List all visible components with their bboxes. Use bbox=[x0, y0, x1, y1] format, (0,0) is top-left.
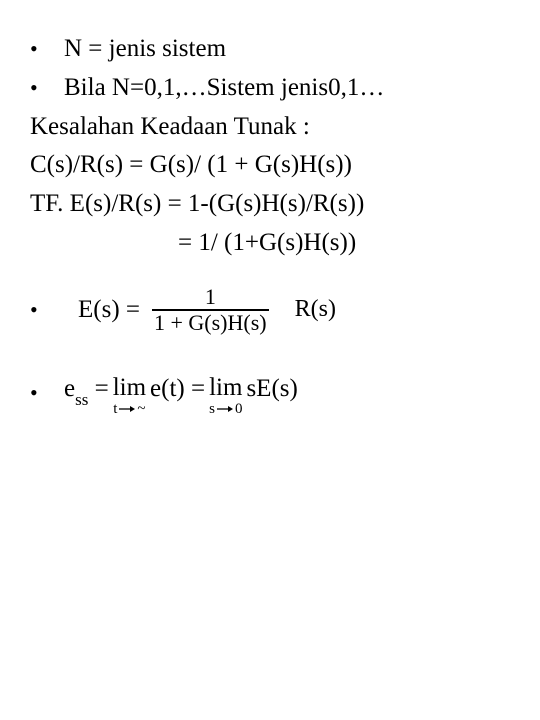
limit-t-block: lim t ~ bbox=[113, 375, 146, 417]
plain-text-3: TF. E(s)/R(s) = 1-(G(s)H(s)/R(s)) bbox=[30, 190, 364, 217]
bullet-dot-frac: • bbox=[30, 296, 64, 324]
plain-text-2: C(s)/R(s) = G(s)/ (1 + G(s)H(s)) bbox=[30, 151, 352, 178]
spacer-1 bbox=[30, 263, 510, 285]
lim-sEs: sE(s) bbox=[246, 375, 297, 403]
lim-t: t bbox=[113, 402, 117, 417]
spacer-2 bbox=[30, 335, 510, 357]
plain-line-1: Kesalahan Keadaan Tunak : bbox=[30, 108, 510, 147]
lim-t-arrow: t ~ bbox=[113, 402, 145, 417]
bullet-text-1: N = jenis sistem bbox=[64, 30, 226, 69]
frac-rhs: R(s) bbox=[295, 296, 336, 323]
plain-line-2: C(s)/R(s) = G(s)/ (1 + G(s)H(s)) bbox=[30, 146, 510, 185]
ess-label: ess = bbox=[64, 375, 109, 407]
plain-line-4: = 1/ (1+G(s)H(s)) bbox=[178, 224, 510, 263]
fraction-line: • E(s) = 1 1 + G(s)H(s) R(s) bbox=[30, 285, 510, 335]
arrow-right-icon bbox=[217, 405, 233, 413]
arrow-right-icon bbox=[119, 405, 135, 413]
lim-zero: 0 bbox=[235, 402, 243, 417]
ess-eq: = bbox=[88, 375, 108, 402]
bullet-dot-2: • bbox=[30, 69, 64, 108]
ess-e: e bbox=[64, 375, 75, 402]
slide-content: •N = jenis sistem •Bila N=0,1,…Sistem je… bbox=[0, 0, 540, 447]
lim-et: e(t) = bbox=[150, 375, 205, 403]
fraction: 1 1 + G(s)H(s) bbox=[152, 285, 269, 335]
lim-word-1: lim bbox=[113, 375, 146, 400]
lim-word-2: lim bbox=[209, 375, 242, 400]
plain-line-3: TF. E(s)/R(s) = 1-(G(s)H(s)/R(s)) bbox=[30, 185, 510, 224]
lim-inf: ~ bbox=[137, 402, 145, 417]
bullet-dot-1: • bbox=[30, 30, 64, 69]
bullet-line-1: •N = jenis sistem bbox=[30, 30, 510, 69]
bullet-line-2: •Bila N=0,1,…Sistem jenis0,1… bbox=[30, 69, 510, 108]
lim-s-arrow: s 0 bbox=[209, 402, 242, 417]
ess-ss: ss bbox=[75, 390, 88, 409]
bullet-dot-lim: • bbox=[30, 375, 64, 407]
plain-text-1: Kesalahan Keadaan Tunak : bbox=[30, 113, 310, 140]
bullet-text-2: Bila N=0,1,…Sistem jenis0,1… bbox=[64, 69, 384, 108]
frac-lhs: E(s) = bbox=[78, 296, 140, 324]
limit-s-block: lim s 0 bbox=[209, 375, 242, 417]
frac-denominator: 1 + G(s)H(s) bbox=[152, 311, 269, 335]
plain-text-4: = 1/ (1+G(s)H(s)) bbox=[178, 229, 356, 256]
lim-s: s bbox=[209, 402, 215, 417]
frac-numerator: 1 bbox=[199, 285, 222, 309]
limit-line: • ess = lim t ~ e(t) = lim s bbox=[30, 375, 510, 417]
